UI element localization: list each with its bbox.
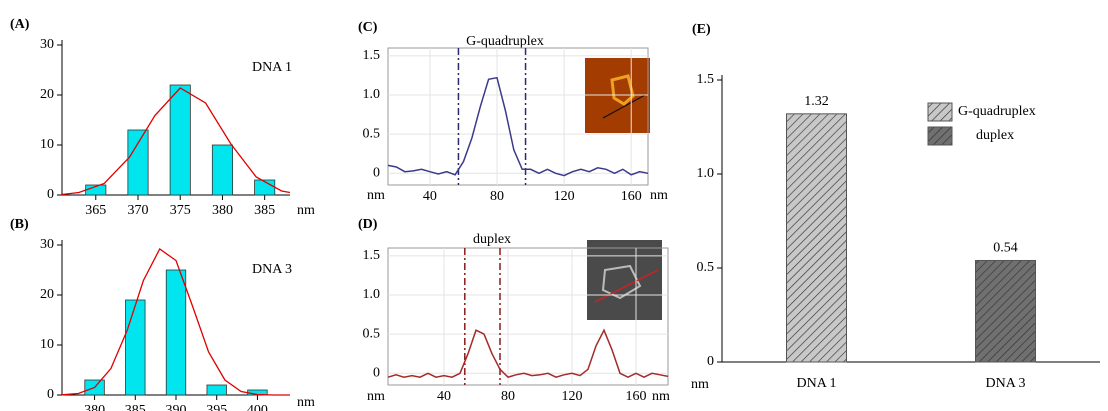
y-tick-label: 1.5 (363, 248, 381, 263)
annotation: DNA 1 (252, 60, 292, 75)
legend-swatch (927, 126, 953, 146)
x-tick-label: 120 (554, 189, 575, 204)
y-tick-label: 0 (373, 365, 380, 380)
annotation: DNA 3 (252, 262, 292, 277)
x-axis-label: nm (652, 389, 670, 404)
y-tick-label: 0 (47, 387, 54, 402)
annotation: G-quadruplex (466, 34, 544, 49)
y-axis-unit: nm (367, 188, 385, 203)
value-label: 1.32 (804, 94, 829, 109)
x-tick-label: 375 (170, 203, 191, 218)
x-tick-label: 160 (621, 189, 642, 204)
y-axis-unit: nm (691, 377, 709, 392)
y-tick-label: 0 (707, 354, 714, 369)
x-tick-label: 40 (423, 189, 437, 204)
legend-label: G-quadruplex (958, 104, 1036, 119)
bar (786, 113, 847, 363)
bar (211, 144, 233, 196)
bar (169, 84, 191, 196)
y-tick-label: 0.5 (363, 126, 381, 141)
y-tick-label: 1.0 (363, 287, 381, 302)
x-tick-label: 380 (212, 203, 233, 218)
x-tick-label: 385 (254, 203, 275, 218)
panel-label: (B) (10, 217, 29, 232)
x-tick-label: DNA 1 (796, 376, 836, 391)
y-tick-label: 1.0 (363, 87, 381, 102)
y-tick-label: 10 (40, 137, 54, 152)
bar (127, 129, 149, 196)
bar (206, 384, 227, 396)
y-tick-label: 30 (40, 237, 54, 252)
profile-line (387, 76, 649, 177)
bar (165, 269, 187, 396)
x-tick-label: 120 (562, 389, 583, 404)
plot-frame (387, 247, 669, 386)
x-tick-label: 385 (125, 403, 146, 411)
x-axis-label: nm (650, 188, 668, 203)
panel-label: (A) (10, 17, 30, 32)
bar (975, 259, 1036, 363)
y-tick-label: 10 (40, 337, 54, 352)
x-axis-label: nm (297, 395, 315, 410)
x-tick-label: 80 (501, 389, 515, 404)
inset-c (585, 58, 650, 133)
x-tick-label: 400 (247, 403, 268, 411)
x-tick-label: 160 (626, 389, 647, 404)
bar (125, 299, 146, 396)
y-tick-label: 1.0 (697, 166, 715, 181)
x-axis-label: nm (297, 203, 315, 218)
profile-line (387, 328, 669, 379)
y-tick-label: 1.5 (363, 48, 381, 63)
panel-label: (D) (358, 217, 378, 232)
y-tick-label: 0 (47, 187, 54, 202)
legend-label: duplex (976, 128, 1014, 143)
panel-label: (E) (692, 22, 711, 37)
fit-curve (61, 87, 291, 196)
x-tick-label: 395 (206, 403, 227, 411)
fit-curve (61, 248, 290, 396)
y-tick-label: 0.5 (697, 260, 715, 275)
plot-frame (387, 47, 649, 186)
x-tick-label: 80 (490, 189, 504, 204)
y-tick-label: 1.5 (697, 72, 715, 87)
y-tick-label: 0.5 (363, 326, 381, 341)
y-tick-label: 20 (40, 87, 54, 102)
x-tick-label: DNA 3 (985, 376, 1025, 391)
y-tick-label: 0 (373, 165, 380, 180)
inset-d (587, 240, 662, 320)
x-tick-label: 370 (128, 203, 149, 218)
panel-label: (C) (358, 20, 378, 35)
y-tick-label: 20 (40, 287, 54, 302)
y-tick-label: 30 (40, 37, 54, 52)
y-axis-unit: nm (367, 389, 385, 404)
annotation: duplex (473, 232, 511, 247)
value-label: 0.54 (993, 241, 1018, 256)
legend-swatch (927, 102, 953, 122)
x-tick-label: 40 (437, 389, 451, 404)
x-tick-label: 380 (84, 403, 105, 411)
x-tick-label: 390 (166, 403, 187, 411)
x-tick-label: 365 (85, 203, 106, 218)
